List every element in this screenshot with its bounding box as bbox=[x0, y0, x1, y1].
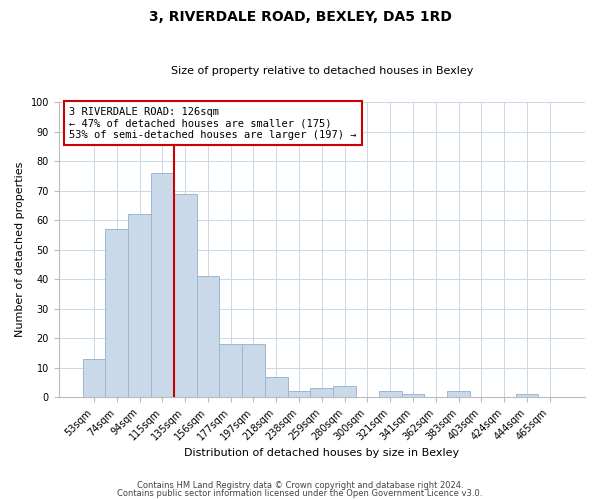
Bar bbox=[333, 386, 356, 398]
Title: Size of property relative to detached houses in Bexley: Size of property relative to detached ho… bbox=[170, 66, 473, 76]
Bar bbox=[151, 173, 174, 398]
Bar bbox=[287, 392, 310, 398]
Text: 3, RIVERDALE ROAD, BEXLEY, DA5 1RD: 3, RIVERDALE ROAD, BEXLEY, DA5 1RD bbox=[149, 10, 451, 24]
Bar bbox=[128, 214, 151, 398]
Text: 3 RIVERDALE ROAD: 126sqm
← 47% of detached houses are smaller (175)
53% of semi-: 3 RIVERDALE ROAD: 126sqm ← 47% of detach… bbox=[69, 106, 356, 140]
Bar bbox=[174, 194, 197, 398]
Text: Contains public sector information licensed under the Open Government Licence v3: Contains public sector information licen… bbox=[118, 488, 482, 498]
Bar bbox=[242, 344, 265, 398]
Bar bbox=[106, 229, 128, 398]
Bar bbox=[379, 392, 401, 398]
Text: Contains HM Land Registry data © Crown copyright and database right 2024.: Contains HM Land Registry data © Crown c… bbox=[137, 481, 463, 490]
Bar bbox=[197, 276, 219, 398]
Bar bbox=[401, 394, 424, 398]
Bar bbox=[265, 376, 287, 398]
Bar bbox=[515, 394, 538, 398]
Bar bbox=[447, 392, 470, 398]
X-axis label: Distribution of detached houses by size in Bexley: Distribution of detached houses by size … bbox=[184, 448, 460, 458]
Bar bbox=[310, 388, 333, 398]
Bar bbox=[219, 344, 242, 398]
Bar bbox=[83, 359, 106, 398]
Y-axis label: Number of detached properties: Number of detached properties bbox=[15, 162, 25, 338]
